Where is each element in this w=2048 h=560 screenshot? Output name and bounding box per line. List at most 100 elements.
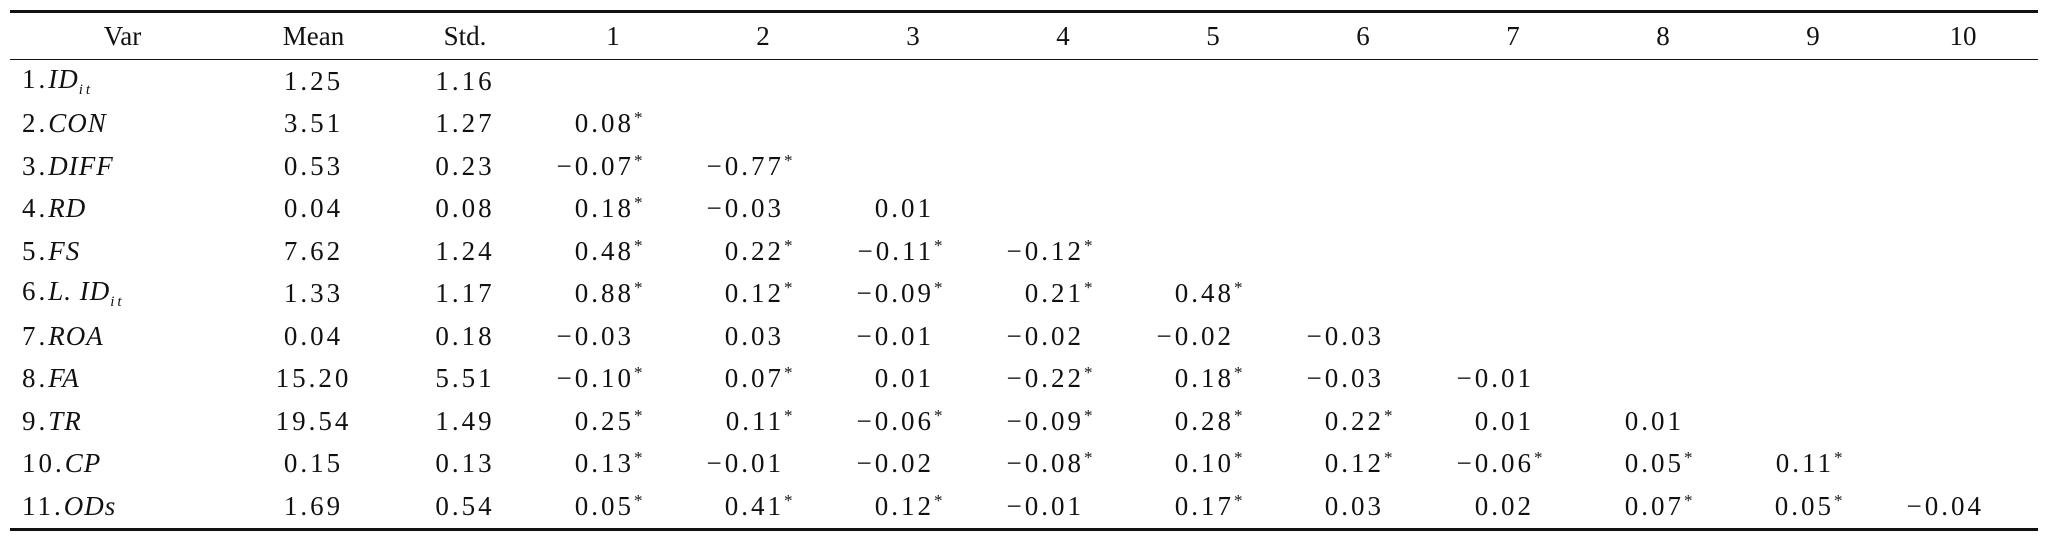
table-row: 11.ODs 1.69 0.54 0.05* 0.41* 0.12* −0.01 0.17* 0… bbox=[10, 485, 2038, 529]
corr-cell bbox=[1138, 230, 1288, 273]
mean-cell: 3.51 bbox=[283, 108, 344, 139]
significance-mark: * bbox=[934, 278, 943, 298]
corr-value: −0.02 bbox=[856, 448, 934, 479]
corr-cell bbox=[1738, 145, 1888, 188]
corr-cell: 0.05* bbox=[538, 485, 688, 529]
corr-cell bbox=[1888, 230, 2038, 273]
corr-cell: 0.08* bbox=[538, 103, 688, 146]
significance-mark: * bbox=[1234, 448, 1243, 468]
corr-value: 0.13 bbox=[574, 448, 634, 479]
corr-cell bbox=[1738, 60, 1888, 103]
corr-value: −0.03 bbox=[1306, 320, 1384, 351]
corr-value: −0.03 bbox=[556, 320, 634, 351]
row-number: 2. bbox=[22, 108, 49, 139]
variable-name: TR bbox=[48, 405, 82, 436]
significance-mark: * bbox=[1084, 448, 1093, 468]
std-cell: 1.24 bbox=[435, 235, 495, 266]
corr-cell bbox=[1588, 358, 1738, 401]
corr-cell: −0.09* bbox=[988, 400, 1138, 443]
corr-cell: 0.01 bbox=[1438, 400, 1588, 443]
corr-cell bbox=[1888, 60, 2038, 103]
corr-value: 0.48 bbox=[574, 235, 634, 266]
corr-cell bbox=[1288, 230, 1438, 273]
corr-value: −0.04 bbox=[1906, 490, 1984, 521]
corr-cell bbox=[538, 60, 688, 103]
corr-cell bbox=[1288, 273, 1438, 316]
corr-cell bbox=[1888, 400, 2038, 443]
header-cell: 4 bbox=[1056, 20, 1070, 51]
table-row: 9.TR 19.54 1.49 0.25* 0.11* −0.06* −0.09* 0.28*… bbox=[10, 400, 2038, 443]
std-cell: 1.27 bbox=[435, 108, 495, 139]
corr-cell: 0.18* bbox=[1138, 358, 1288, 401]
corr-cell: 0.28* bbox=[1138, 400, 1288, 443]
corr-value: −0.03 bbox=[706, 193, 784, 224]
table-row: 10.CP 0.15 0.13 0.13* −0.01 −0.02 −0.08* 0.10* 0… bbox=[10, 443, 2038, 486]
corr-value: 0.17 bbox=[1174, 490, 1234, 521]
row-number: 5. bbox=[22, 235, 49, 266]
row-number: 10. bbox=[22, 448, 65, 479]
corr-cell: −0.22* bbox=[988, 358, 1138, 401]
corr-value: 0.05 bbox=[574, 490, 634, 521]
std-cell: 0.08 bbox=[435, 193, 495, 224]
correlation-table: Var Mean Std. 1 2 3 4 5 6 7 8 9 10 1.IDit 1.25 1.16 2.C… bbox=[10, 10, 2038, 531]
corr-cell bbox=[1588, 103, 1738, 146]
corr-value: −0.77 bbox=[706, 150, 784, 181]
mean-cell: 15.20 bbox=[275, 363, 352, 394]
corr-cell: −0.08* bbox=[988, 443, 1138, 486]
corr-value: 0.88 bbox=[574, 278, 634, 309]
significance-mark: * bbox=[1384, 405, 1393, 425]
variable-name: RD bbox=[48, 193, 87, 224]
std-cell: 5.51 bbox=[435, 363, 495, 394]
row-label: 6.L. IDit bbox=[10, 273, 235, 316]
corr-cell bbox=[1438, 145, 1588, 188]
corr-cell: −0.01 bbox=[838, 315, 988, 358]
significance-mark: * bbox=[1684, 490, 1693, 510]
table-row: 3.DIFF 0.53 0.23 −0.07* −0.77* bbox=[10, 145, 2038, 188]
corr-value: −0.07 bbox=[556, 150, 634, 181]
std-cell: 0.13 bbox=[435, 448, 495, 479]
row-label: 9.TR bbox=[10, 400, 235, 443]
corr-cell bbox=[1888, 188, 2038, 231]
corr-cell: 0.11* bbox=[688, 400, 838, 443]
corr-value: −0.01 bbox=[706, 448, 784, 479]
std-cell: 0.23 bbox=[435, 150, 495, 181]
corr-cell bbox=[1888, 443, 2038, 486]
header-cell: 6 bbox=[1356, 20, 1370, 51]
row-number: 6. bbox=[22, 276, 49, 307]
significance-mark: * bbox=[784, 405, 793, 425]
significance-mark: * bbox=[1234, 278, 1243, 298]
corr-cell bbox=[1888, 358, 2038, 401]
corr-value: −0.03 bbox=[1306, 363, 1384, 394]
row-label: 11.ODs bbox=[10, 485, 235, 529]
mean-cell: 0.04 bbox=[283, 193, 344, 224]
corr-cell bbox=[688, 103, 838, 146]
corr-value: 0.07 bbox=[1624, 490, 1684, 521]
variable-name: CON bbox=[48, 108, 107, 139]
corr-value: 0.21 bbox=[1024, 278, 1084, 309]
corr-cell bbox=[1738, 315, 1888, 358]
significance-mark: * bbox=[1084, 405, 1093, 425]
corr-cell bbox=[1438, 230, 1588, 273]
table-row: 1.IDit 1.25 1.16 bbox=[10, 60, 2038, 103]
corr-cell: −0.07* bbox=[538, 145, 688, 188]
row-label: 2.CON bbox=[10, 103, 235, 146]
significance-mark: * bbox=[784, 490, 793, 510]
table-row: 7.ROA 0.04 0.18 −0.03 0.03 −0.01 −0.02 −0.02 −0.… bbox=[10, 315, 2038, 358]
corr-cell bbox=[988, 60, 1138, 103]
corr-cell bbox=[1738, 358, 1888, 401]
corr-cell: 0.02 bbox=[1438, 485, 1588, 529]
corr-cell bbox=[1438, 315, 1588, 358]
corr-value: 0.01 bbox=[874, 193, 934, 224]
corr-value: 0.07 bbox=[724, 363, 784, 394]
variable-name: ID bbox=[48, 63, 79, 94]
corr-cell bbox=[688, 60, 838, 103]
corr-cell bbox=[1738, 400, 1888, 443]
corr-cell: 0.12* bbox=[1288, 443, 1438, 486]
corr-value: 0.12 bbox=[874, 490, 934, 521]
corr-value: 0.08 bbox=[574, 108, 634, 139]
significance-mark: * bbox=[1384, 448, 1393, 468]
corr-cell: −0.01 bbox=[1438, 358, 1588, 401]
corr-value: 0.03 bbox=[724, 320, 784, 351]
corr-value: 0.03 bbox=[1324, 490, 1384, 521]
significance-mark: * bbox=[934, 490, 943, 510]
